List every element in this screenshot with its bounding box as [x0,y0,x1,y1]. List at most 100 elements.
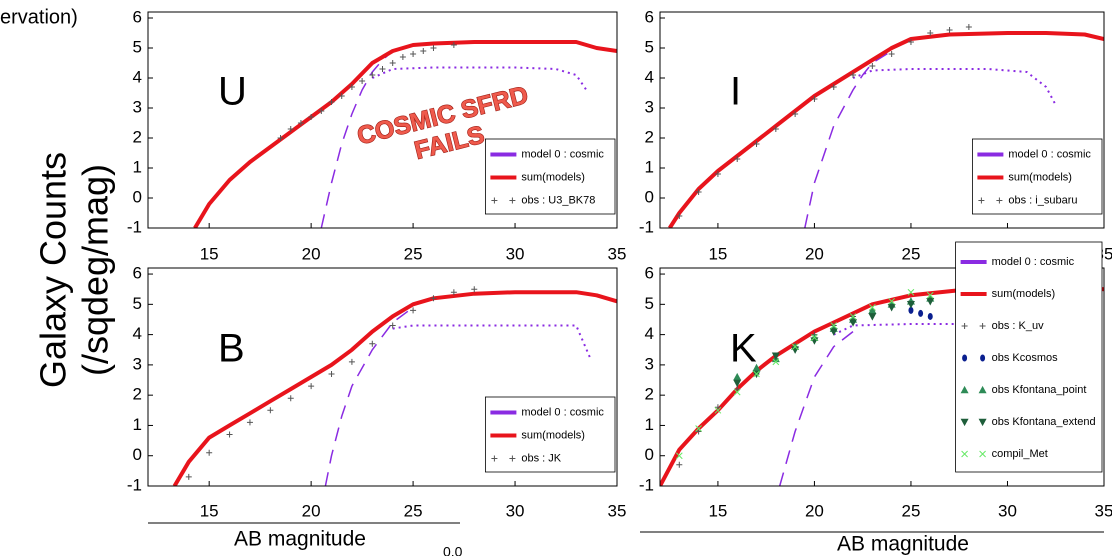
y-tick-label: 6 [133,7,142,26]
data-point [420,48,427,54]
data-point [926,298,935,306]
legend-label: obs : U3_BK78 [521,194,595,206]
y-tick-label: 4 [133,67,142,86]
plot-frame [147,267,618,487]
y-tick-label: 2 [645,127,654,146]
data-point [849,313,857,320]
data-point [888,297,896,305]
y-tick-label: 4 [645,67,654,86]
x-tick-label: 35 [1095,501,1112,520]
y-label: Galaxy Counts [33,152,74,388]
legend-label: obs : i_subaru [1008,194,1077,206]
y-tick-label: 2 [133,127,142,146]
data-point [277,135,284,141]
legend-label: model 0 : cosmic [521,406,604,418]
legend-label: model 0 : cosmic [1008,148,1091,160]
legend-box [955,241,1103,473]
data-point [946,27,953,33]
data-point [918,309,924,317]
data-point [927,312,933,320]
data-point [226,431,233,438]
data-point [791,343,799,351]
legend-label: sum(models) [521,171,585,183]
data-point [908,306,914,314]
y-tick-label: 3 [133,97,142,116]
x-tick-label: 15 [200,244,219,263]
y-tick-label: 4 [645,324,654,343]
plot [193,40,617,228]
y-tick-label: -1 [127,217,142,236]
plot-frame [659,11,1105,229]
x-tick-label: 30 [506,501,525,520]
y-tick-label: -1 [127,475,142,494]
y-tick-label: 6 [645,7,654,26]
y-tick-label: 2 [133,385,142,404]
data-point [907,288,915,296]
data-point [695,189,702,195]
x-tick-label: 20 [805,501,824,520]
legend-box [484,396,616,473]
x-tick-label: 20 [805,244,824,263]
panel-label: K [730,326,757,370]
data-point [907,39,914,45]
x-tick-label: 25 [901,244,920,263]
legend-marker [509,455,516,462]
legend-marker [996,197,1003,204]
y-tick-label: 4 [133,324,142,343]
data-point [771,352,780,360]
x-tick-label: 15 [708,244,727,263]
plot-frame [147,11,618,229]
y-tick-label: 3 [645,97,654,116]
data-point [695,428,702,435]
data-point [450,289,457,296]
data-point [206,449,213,456]
data-point [811,334,818,341]
data-point [927,30,934,36]
y-tick-label: 0 [645,187,654,206]
data-point [379,66,386,72]
data-point [389,322,396,329]
y-tick-label: 2 [645,385,654,404]
y-tick-label: 1 [645,415,654,434]
data-point [733,388,741,396]
legend-marker [978,197,985,204]
data-point [399,54,406,60]
data-point [430,45,437,51]
data-point [267,407,274,414]
legend-label: model 0 : cosmic [521,148,604,160]
data-point [714,404,721,411]
x-tick-label: 20 [302,244,321,263]
series-line [852,68,1057,106]
data-point [675,452,683,460]
x-tick-label: 30 [998,501,1017,520]
y-label: (/sqdeg/mag) [75,164,116,376]
data-point [450,42,457,48]
legend-marker [491,455,498,462]
data-point [868,313,877,321]
x-tick-label: 25 [404,244,423,263]
data-point [410,51,417,57]
data-point [714,406,722,414]
x-label: AB magnitude [234,528,366,551]
y-tick-label: 5 [133,37,142,56]
data-point [965,24,972,30]
y-tick-label: -1 [639,475,654,494]
y-tick-label: 3 [645,354,654,373]
series-line [172,290,617,486]
data-point [887,304,896,312]
legend-label: sum(models) [992,288,1056,300]
data-point [772,358,780,366]
legend-marker [979,323,986,329]
corner-text: ervation) [0,6,78,28]
data-point [359,78,366,84]
data-point [869,63,876,69]
legend-marker [960,385,969,394]
series-line [392,324,592,360]
legend-marker [960,418,969,427]
legend-label: compil_Met [992,448,1048,460]
data-point [753,370,760,378]
data-point [287,126,294,132]
